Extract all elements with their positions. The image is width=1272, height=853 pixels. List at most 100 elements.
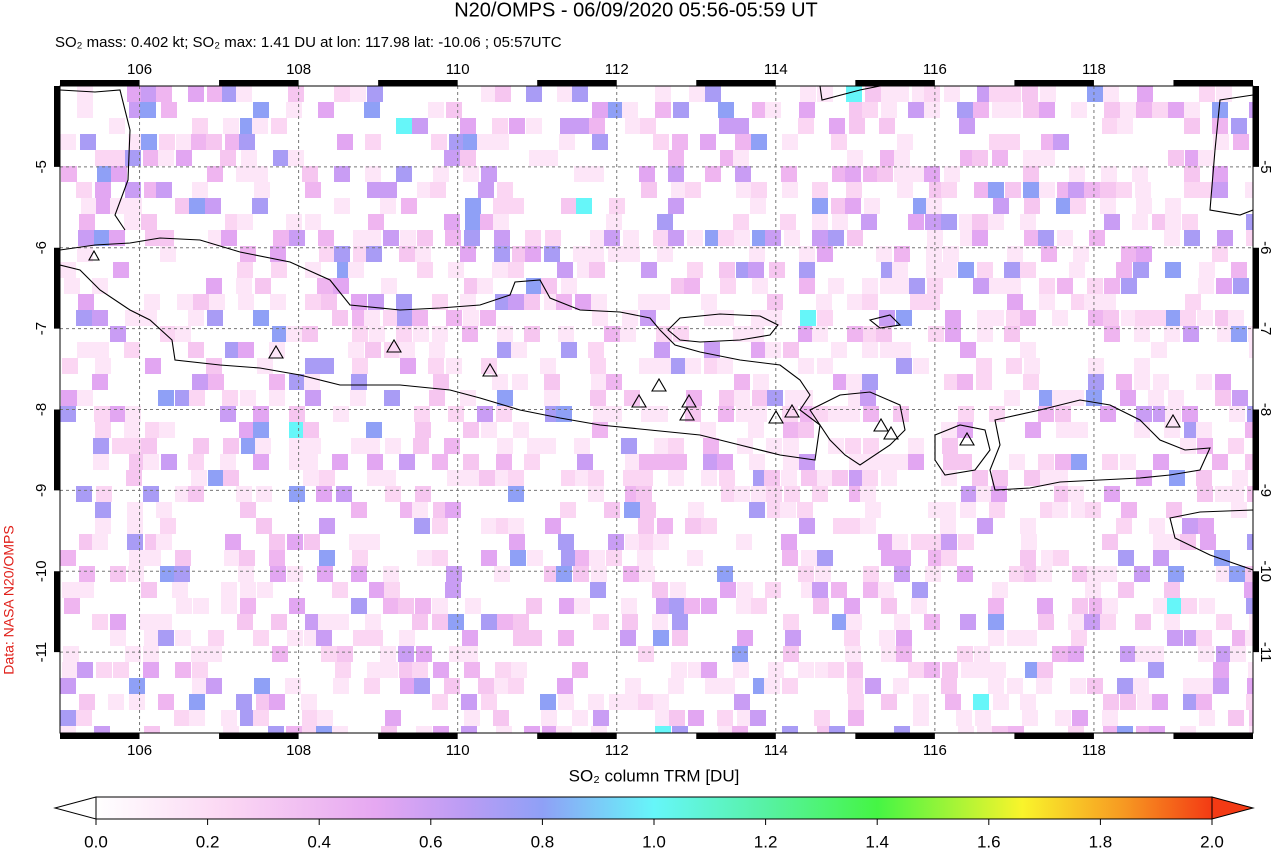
so2-pixel — [1120, 454, 1136, 470]
so2-pixel — [860, 486, 876, 502]
so2-pixel — [1230, 646, 1246, 662]
so2-pixel — [417, 182, 433, 198]
so2-pixel — [385, 710, 401, 726]
so2-pixel — [672, 630, 688, 646]
so2-pixel — [269, 534, 285, 550]
so2-pixel — [1153, 534, 1169, 550]
so2-pixel — [688, 662, 704, 678]
so2-pixel — [493, 214, 509, 230]
so2-pixel — [957, 102, 973, 118]
so2-pixel — [799, 102, 815, 118]
so2-pixel — [1004, 390, 1020, 406]
so2-pixel — [364, 438, 380, 454]
so2-pixel — [415, 598, 431, 614]
so2-pixel — [348, 342, 364, 358]
so2-pixel — [737, 710, 753, 726]
so2-pixel — [446, 566, 462, 582]
so2-pixel — [653, 534, 669, 550]
so2-pixel — [1228, 310, 1244, 326]
so2-pixel — [668, 166, 684, 182]
so2-pixel — [717, 358, 733, 374]
so2-pixel — [940, 518, 956, 534]
so2-pixel — [416, 726, 432, 733]
so2-pixel — [448, 406, 464, 422]
frame-bar — [1253, 409, 1259, 491]
so2-pixel — [271, 118, 287, 134]
so2-pixel — [576, 118, 592, 134]
so2-pixel — [400, 358, 416, 374]
so2-pixel — [1071, 294, 1087, 310]
coastline — [934, 424, 991, 476]
so2-pixel — [685, 518, 701, 534]
so2-pixel — [668, 230, 684, 246]
so2-pixel — [511, 662, 527, 678]
so2-pixel — [928, 550, 944, 566]
so2-pixel — [895, 342, 911, 358]
so2-pixel — [156, 86, 172, 102]
so2-pixel — [976, 374, 992, 390]
so2-pixel — [701, 518, 717, 534]
so2-pixel — [446, 102, 462, 118]
x-tick-label: 118 — [1082, 61, 1106, 78]
so2-pixel — [638, 294, 654, 310]
so2-pixel — [289, 438, 305, 454]
so2-pixel — [77, 662, 93, 678]
so2-pixel — [1217, 230, 1233, 246]
so2-pixel — [524, 326, 540, 342]
so2-pixel — [1118, 582, 1134, 598]
so2-pixel — [462, 630, 478, 646]
so2-pixel — [685, 182, 701, 198]
so2-pixel — [208, 374, 224, 390]
so2-pixel — [448, 614, 464, 630]
so2-pixel — [1068, 726, 1084, 733]
so2-pixel — [159, 134, 175, 150]
so2-pixel — [253, 454, 269, 470]
so2-pixel — [1248, 662, 1253, 678]
so2-pixel — [1180, 310, 1196, 326]
so2-pixel — [269, 374, 285, 390]
so2-pixel — [701, 662, 717, 678]
so2-pixel — [1182, 406, 1198, 422]
so2-pixel — [800, 86, 816, 102]
so2-pixel — [385, 438, 401, 454]
so2-pixel — [368, 214, 384, 230]
so2-pixel — [908, 102, 924, 118]
so2-pixel — [352, 550, 368, 566]
x-tick-label: 118 — [1082, 742, 1106, 759]
title: N20/OMPS - 06/09/2020 05:56-05:59 UT — [454, 0, 818, 21]
so2-pixel — [540, 358, 556, 374]
so2-pixel — [305, 390, 321, 406]
so2-pixel — [1052, 390, 1068, 406]
colorbar-tick-label: 0.2 — [196, 832, 220, 851]
so2-pixel — [128, 566, 144, 582]
so2-pixel — [638, 518, 654, 534]
so2-pixel — [461, 726, 477, 733]
so2-pixel — [401, 198, 417, 214]
so2-pixel — [668, 150, 684, 166]
so2-pixel — [289, 598, 305, 614]
so2-pixel — [236, 86, 252, 102]
so2-pixel — [556, 566, 572, 582]
so2-pixel — [239, 134, 255, 150]
y-tick-label: -9 — [33, 484, 50, 497]
so2-pixel — [319, 550, 335, 566]
so2-pixel — [1023, 102, 1039, 118]
so2-pixel — [480, 310, 496, 326]
so2-pixel — [206, 358, 222, 374]
so2-pixel — [334, 198, 350, 214]
so2-pixel — [828, 278, 844, 294]
so2-pixel — [972, 150, 988, 166]
so2-pixel — [1038, 454, 1054, 470]
so2-pixel — [924, 294, 940, 310]
so2-pixel — [412, 614, 428, 630]
so2-pixel — [305, 294, 321, 310]
so2-pixel — [590, 358, 606, 374]
so2-pixel — [892, 534, 908, 550]
so2-pixel — [860, 390, 876, 406]
so2-pixel — [445, 230, 461, 246]
so2-pixel — [399, 342, 415, 358]
so2-pixel — [799, 262, 815, 278]
so2-pixel — [1197, 438, 1213, 454]
so2-pixel — [256, 486, 272, 502]
y-tick-label: -6 — [1257, 241, 1272, 254]
